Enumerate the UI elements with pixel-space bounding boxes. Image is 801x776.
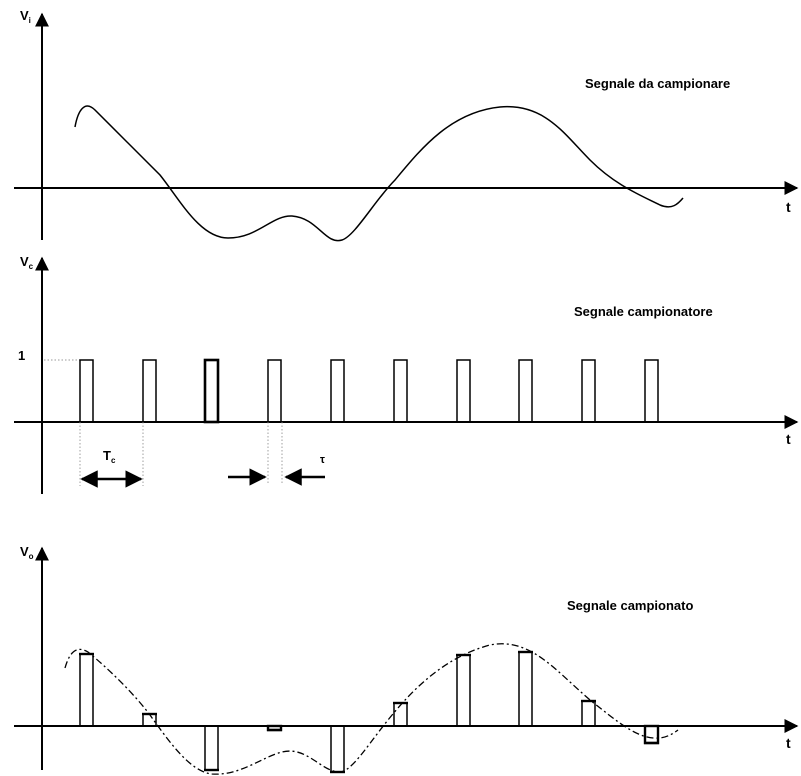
sampler-pulses [79,358,659,424]
sampled-panel: Vo t Segnale campionato [14,544,799,775]
sampled-envelope [64,643,679,775]
sampler-pulse [267,359,282,423]
sampler-pulse [518,359,533,423]
sampler-signal-title: Segnale campionatore [574,304,713,319]
sampled-pulse [204,725,219,771]
input-waveform [74,105,684,242]
sampled-pulse [456,654,471,727]
sampled-y-axis-label: Vo [20,544,34,561]
input-x-axis-label: t [786,199,791,215]
sampler-pulse [456,359,471,423]
sampler-pulse [142,359,157,423]
sampled-pulse [393,702,408,727]
sampler-pulse [79,359,94,423]
sampler-pulse [581,359,596,423]
sampler-y-axis-label: Vc [20,254,34,271]
sampled-pulses [79,650,660,774]
period-label: Tc [103,448,116,465]
sampler-pulse [393,359,408,423]
sampler-pulse [644,359,659,423]
sampled-pulse [142,713,157,727]
sampler-panel: Vc t Segnale campionatore 1 Tc τ [14,254,799,494]
tau-label: τ [320,454,325,466]
sampled-pulse [581,700,596,727]
sampler-pulse [203,358,220,424]
sampled-x-axis-label: t [786,735,791,751]
sampled-signal-title: Segnale campionato [567,598,693,613]
input-signal-title: Segnale da campionare [585,76,730,91]
input-y-axis-label: Vi [20,8,31,25]
input-signal-panel: Vi t Segnale da campionare [14,8,799,242]
sampled-pulse [330,725,345,773]
sampler-pulse [330,359,345,423]
sampled-pulse [79,653,94,727]
sampled-pulse [643,724,660,745]
sampled-pulse [518,651,533,727]
sampler-x-axis-label: t [786,431,791,447]
level-one-label: 1 [18,348,25,363]
